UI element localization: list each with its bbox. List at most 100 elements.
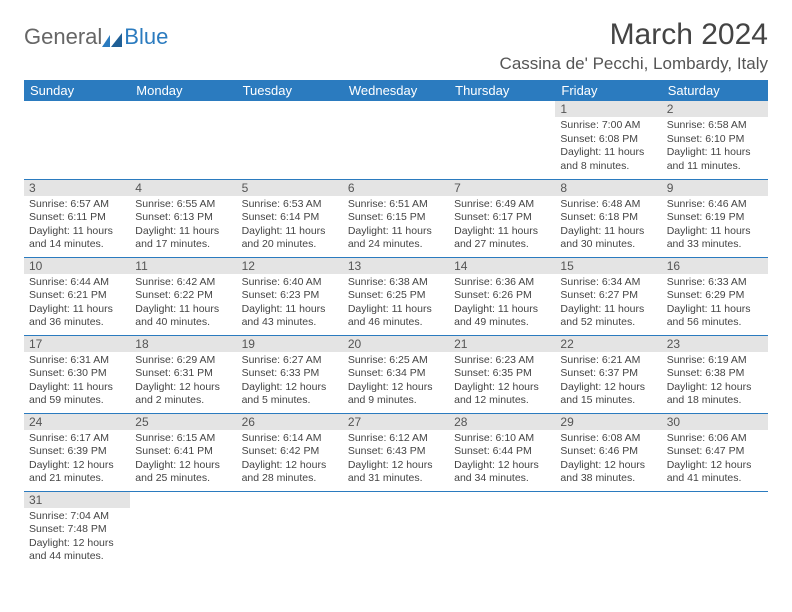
day-number: 31 <box>24 492 130 508</box>
day-number: 6 <box>343 180 449 196</box>
day-number: 29 <box>555 414 661 430</box>
day-info: Sunrise: 6:58 AMSunset: 6:10 PMDaylight:… <box>662 117 768 178</box>
day-header: Friday <box>555 80 661 101</box>
day-info: Sunrise: 7:00 AMSunset: 6:08 PMDaylight:… <box>555 117 661 178</box>
day-info: Sunrise: 6:44 AMSunset: 6:21 PMDaylight:… <box>24 274 130 335</box>
calendar-cell: 22Sunrise: 6:21 AMSunset: 6:37 PMDayligh… <box>555 335 661 413</box>
logo-text-2: Blue <box>124 24 168 50</box>
day-number: 24 <box>24 414 130 430</box>
calendar-cell: 24Sunrise: 6:17 AMSunset: 6:39 PMDayligh… <box>24 413 130 491</box>
calendar-body: 1Sunrise: 7:00 AMSunset: 6:08 PMDaylight… <box>24 101 768 569</box>
day-info: Sunrise: 6:33 AMSunset: 6:29 PMDaylight:… <box>662 274 768 335</box>
day-number: 23 <box>662 336 768 352</box>
title-block: March 2024 Cassina de' Pecchi, Lombardy,… <box>500 18 768 74</box>
day-number: 19 <box>237 336 343 352</box>
calendar-cell: 15Sunrise: 6:34 AMSunset: 6:27 PMDayligh… <box>555 257 661 335</box>
day-number: 5 <box>237 180 343 196</box>
calendar-cell: 20Sunrise: 6:25 AMSunset: 6:34 PMDayligh… <box>343 335 449 413</box>
calendar-cell: 17Sunrise: 6:31 AMSunset: 6:30 PMDayligh… <box>24 335 130 413</box>
calendar-table: SundayMondayTuesdayWednesdayThursdayFrid… <box>24 80 768 569</box>
calendar-cell: 30Sunrise: 6:06 AMSunset: 6:47 PMDayligh… <box>662 413 768 491</box>
calendar-cell: 12Sunrise: 6:40 AMSunset: 6:23 PMDayligh… <box>237 257 343 335</box>
day-info: Sunrise: 6:29 AMSunset: 6:31 PMDaylight:… <box>130 352 236 413</box>
calendar-cell: 8Sunrise: 6:48 AMSunset: 6:18 PMDaylight… <box>555 179 661 257</box>
calendar-cell: 31Sunrise: 7:04 AMSunset: 7:48 PMDayligh… <box>24 491 130 569</box>
calendar-cell: 5Sunrise: 6:53 AMSunset: 6:14 PMDaylight… <box>237 179 343 257</box>
day-number: 2 <box>662 101 768 117</box>
day-info: Sunrise: 6:51 AMSunset: 6:15 PMDaylight:… <box>343 196 449 257</box>
day-header: Tuesday <box>237 80 343 101</box>
day-header: Saturday <box>662 80 768 101</box>
day-number: 20 <box>343 336 449 352</box>
day-info: Sunrise: 6:31 AMSunset: 6:30 PMDaylight:… <box>24 352 130 413</box>
day-info: Sunrise: 6:21 AMSunset: 6:37 PMDaylight:… <box>555 352 661 413</box>
day-number: 16 <box>662 258 768 274</box>
day-number: 17 <box>24 336 130 352</box>
day-number: 21 <box>449 336 555 352</box>
calendar-cell <box>343 491 449 569</box>
day-number: 3 <box>24 180 130 196</box>
day-info: Sunrise: 6:25 AMSunset: 6:34 PMDaylight:… <box>343 352 449 413</box>
logo: General Blue <box>24 18 168 50</box>
day-info: Sunrise: 6:53 AMSunset: 6:14 PMDaylight:… <box>237 196 343 257</box>
calendar-cell: 25Sunrise: 6:15 AMSunset: 6:41 PMDayligh… <box>130 413 236 491</box>
day-number: 22 <box>555 336 661 352</box>
day-info: Sunrise: 6:40 AMSunset: 6:23 PMDaylight:… <box>237 274 343 335</box>
logo-text-1: General <box>24 24 102 50</box>
day-info: Sunrise: 6:55 AMSunset: 6:13 PMDaylight:… <box>130 196 236 257</box>
day-number: 12 <box>237 258 343 274</box>
day-info: Sunrise: 6:57 AMSunset: 6:11 PMDaylight:… <box>24 196 130 257</box>
day-header: Wednesday <box>343 80 449 101</box>
day-info: Sunrise: 6:27 AMSunset: 6:33 PMDaylight:… <box>237 352 343 413</box>
day-number: 27 <box>343 414 449 430</box>
calendar-cell <box>662 491 768 569</box>
day-info: Sunrise: 6:38 AMSunset: 6:25 PMDaylight:… <box>343 274 449 335</box>
day-number: 10 <box>24 258 130 274</box>
calendar-head: SundayMondayTuesdayWednesdayThursdayFrid… <box>24 80 768 101</box>
day-info: Sunrise: 6:49 AMSunset: 6:17 PMDaylight:… <box>449 196 555 257</box>
day-number: 4 <box>130 180 236 196</box>
calendar-cell: 18Sunrise: 6:29 AMSunset: 6:31 PMDayligh… <box>130 335 236 413</box>
day-info: Sunrise: 6:08 AMSunset: 6:46 PMDaylight:… <box>555 430 661 491</box>
day-info: Sunrise: 6:17 AMSunset: 6:39 PMDaylight:… <box>24 430 130 491</box>
calendar-cell <box>343 101 449 179</box>
calendar-cell: 11Sunrise: 6:42 AMSunset: 6:22 PMDayligh… <box>130 257 236 335</box>
calendar-cell <box>449 101 555 179</box>
day-number: 15 <box>555 258 661 274</box>
day-number: 18 <box>130 336 236 352</box>
day-number: 14 <box>449 258 555 274</box>
day-number: 26 <box>237 414 343 430</box>
day-number: 28 <box>449 414 555 430</box>
calendar-cell: 3Sunrise: 6:57 AMSunset: 6:11 PMDaylight… <box>24 179 130 257</box>
calendar-cell <box>449 491 555 569</box>
calendar-cell: 9Sunrise: 6:46 AMSunset: 6:19 PMDaylight… <box>662 179 768 257</box>
day-number: 30 <box>662 414 768 430</box>
day-number: 9 <box>662 180 768 196</box>
calendar-cell <box>237 101 343 179</box>
calendar-cell <box>130 101 236 179</box>
header: General Blue March 2024 Cassina de' Pecc… <box>24 18 768 74</box>
location: Cassina de' Pecchi, Lombardy, Italy <box>500 54 768 74</box>
day-info: Sunrise: 6:48 AMSunset: 6:18 PMDaylight:… <box>555 196 661 257</box>
calendar-cell <box>130 491 236 569</box>
day-number: 13 <box>343 258 449 274</box>
calendar-cell: 16Sunrise: 6:33 AMSunset: 6:29 PMDayligh… <box>662 257 768 335</box>
calendar-cell: 28Sunrise: 6:10 AMSunset: 6:44 PMDayligh… <box>449 413 555 491</box>
calendar-cell: 23Sunrise: 6:19 AMSunset: 6:38 PMDayligh… <box>662 335 768 413</box>
calendar-cell: 6Sunrise: 6:51 AMSunset: 6:15 PMDaylight… <box>343 179 449 257</box>
day-number: 25 <box>130 414 236 430</box>
day-info: Sunrise: 6:06 AMSunset: 6:47 PMDaylight:… <box>662 430 768 491</box>
calendar-cell: 21Sunrise: 6:23 AMSunset: 6:35 PMDayligh… <box>449 335 555 413</box>
day-info: Sunrise: 6:12 AMSunset: 6:43 PMDaylight:… <box>343 430 449 491</box>
calendar-cell: 10Sunrise: 6:44 AMSunset: 6:21 PMDayligh… <box>24 257 130 335</box>
calendar-cell: 19Sunrise: 6:27 AMSunset: 6:33 PMDayligh… <box>237 335 343 413</box>
calendar-cell: 14Sunrise: 6:36 AMSunset: 6:26 PMDayligh… <box>449 257 555 335</box>
day-info: Sunrise: 6:14 AMSunset: 6:42 PMDaylight:… <box>237 430 343 491</box>
calendar-cell: 26Sunrise: 6:14 AMSunset: 6:42 PMDayligh… <box>237 413 343 491</box>
calendar-cell: 27Sunrise: 6:12 AMSunset: 6:43 PMDayligh… <box>343 413 449 491</box>
calendar-cell: 7Sunrise: 6:49 AMSunset: 6:17 PMDaylight… <box>449 179 555 257</box>
day-number: 8 <box>555 180 661 196</box>
calendar-cell: 4Sunrise: 6:55 AMSunset: 6:13 PMDaylight… <box>130 179 236 257</box>
calendar-cell: 2Sunrise: 6:58 AMSunset: 6:10 PMDaylight… <box>662 101 768 179</box>
day-info: Sunrise: 6:34 AMSunset: 6:27 PMDaylight:… <box>555 274 661 335</box>
